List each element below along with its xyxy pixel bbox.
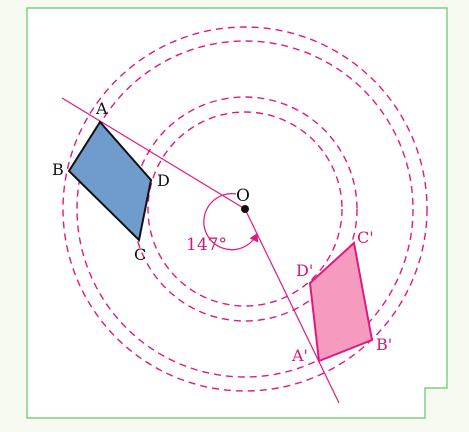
line-o-to-a-prime (244, 208, 340, 404)
original-quadrilateral (67, 120, 153, 243)
dashed-circle-outer-2 (76, 40, 414, 378)
label-d-prime: D' (296, 261, 313, 280)
label-a-prime: A' (291, 346, 308, 365)
frame-border (26, 7, 448, 419)
dashed-circle-outer-1 (62, 26, 428, 392)
center-point-o (241, 205, 249, 213)
label-c-prime: C' (357, 228, 374, 247)
label-d: D (157, 171, 170, 190)
rotation-angle-label: 147° (186, 235, 227, 255)
label-o: O (236, 186, 250, 206)
line-o-to-a (61, 97, 246, 210)
dashed-circle-inner-2 (147, 111, 343, 307)
label-b: B (52, 160, 64, 179)
label-a: A (95, 99, 108, 118)
rotation-angle-arc (203, 193, 259, 251)
label-c: C (134, 245, 146, 264)
label-b-prime: B' (376, 335, 392, 354)
rotated-quadrilateral (308, 241, 374, 363)
